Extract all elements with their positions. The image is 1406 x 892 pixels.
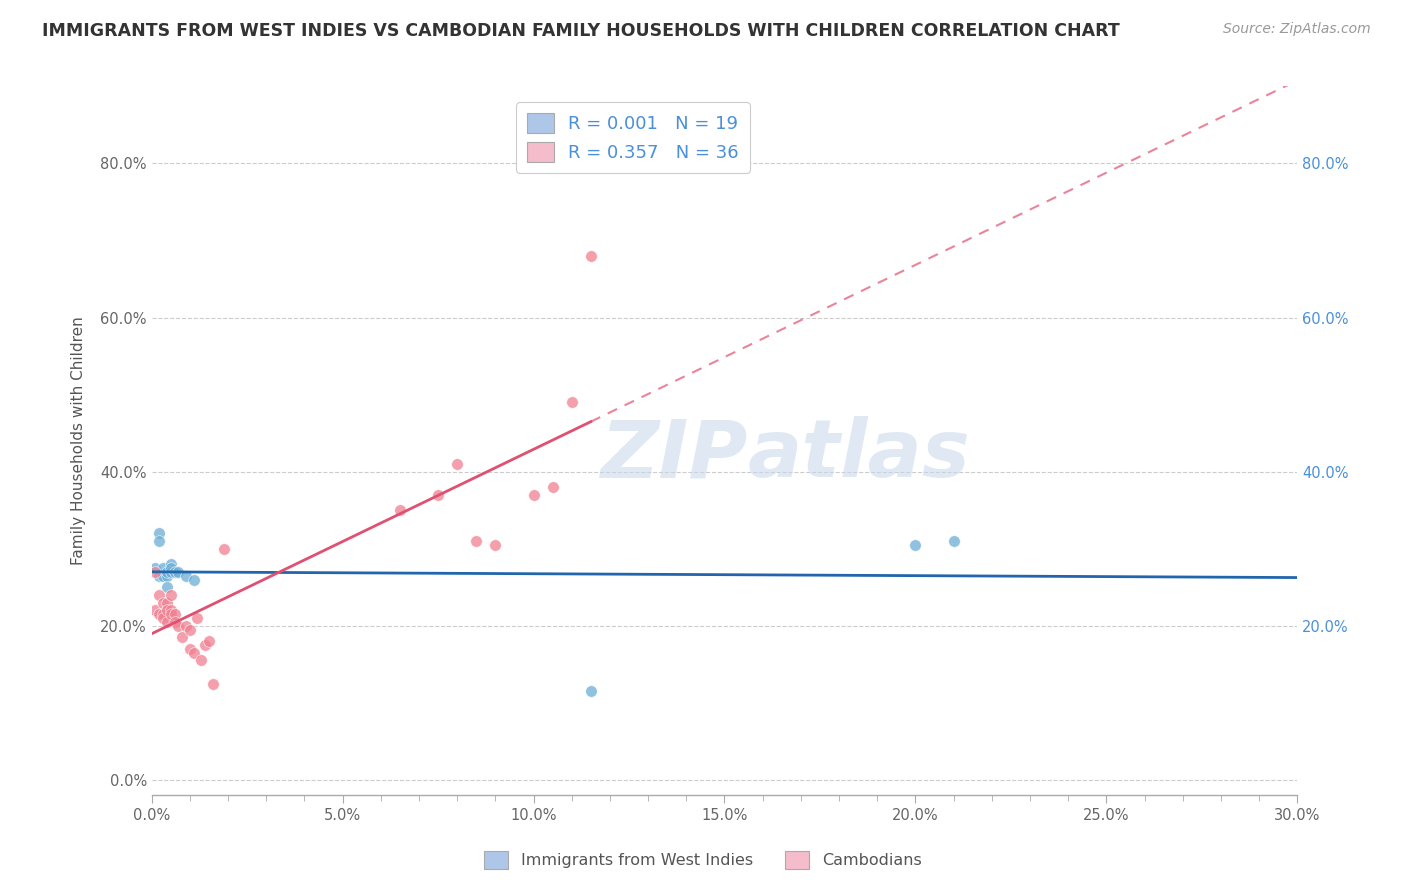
Point <box>148 526 170 541</box>
Point <box>148 588 170 602</box>
Point <box>152 596 174 610</box>
Point <box>163 565 186 579</box>
Text: atlas: atlas <box>748 416 970 494</box>
Point <box>212 541 235 556</box>
Point <box>148 568 170 582</box>
Point <box>174 568 197 582</box>
Point <box>194 638 217 652</box>
Point <box>190 653 212 667</box>
Point <box>174 619 197 633</box>
Point <box>156 565 179 579</box>
Point <box>156 568 179 582</box>
Point <box>179 623 201 637</box>
Point <box>156 615 179 629</box>
Point <box>904 538 927 552</box>
Point <box>156 580 179 594</box>
Point <box>156 603 179 617</box>
Point <box>145 561 167 575</box>
Point <box>179 641 201 656</box>
Point <box>541 480 564 494</box>
Point <box>159 557 181 571</box>
Point <box>465 533 488 548</box>
Point <box>159 607 181 622</box>
Point <box>159 588 181 602</box>
Point <box>156 596 179 610</box>
Point <box>183 573 205 587</box>
Point <box>148 607 170 622</box>
Point <box>167 565 190 579</box>
Point <box>163 607 186 622</box>
Point <box>152 607 174 622</box>
Point <box>579 684 602 698</box>
Text: Source: ZipAtlas.com: Source: ZipAtlas.com <box>1223 22 1371 37</box>
Point <box>186 611 208 625</box>
Point <box>427 488 450 502</box>
Point <box>446 457 468 471</box>
Point <box>152 611 174 625</box>
Point <box>183 646 205 660</box>
Point <box>163 615 186 629</box>
Point <box>942 533 965 548</box>
Y-axis label: Family Households with Children: Family Households with Children <box>72 317 86 566</box>
Text: IMMIGRANTS FROM WEST INDIES VS CAMBODIAN FAMILY HOUSEHOLDS WITH CHILDREN CORRELA: IMMIGRANTS FROM WEST INDIES VS CAMBODIAN… <box>42 22 1121 40</box>
Point <box>145 603 167 617</box>
Point <box>152 568 174 582</box>
Legend: Immigrants from West Indies, Cambodians: Immigrants from West Indies, Cambodians <box>478 845 928 875</box>
Point <box>484 538 506 552</box>
Point <box>201 676 224 690</box>
Point <box>388 503 411 517</box>
Point <box>159 565 181 579</box>
Point <box>198 634 221 648</box>
Point <box>148 533 170 548</box>
Point <box>172 630 194 644</box>
Text: ZIP: ZIP <box>600 416 748 494</box>
Point <box>152 561 174 575</box>
Legend: R = 0.001   N = 19, R = 0.357   N = 36: R = 0.001 N = 19, R = 0.357 N = 36 <box>516 103 749 173</box>
Point <box>159 603 181 617</box>
Point <box>167 619 190 633</box>
Point <box>145 565 167 579</box>
Point <box>159 561 181 575</box>
Point <box>579 249 602 263</box>
Point <box>522 488 544 502</box>
Point <box>561 395 583 409</box>
